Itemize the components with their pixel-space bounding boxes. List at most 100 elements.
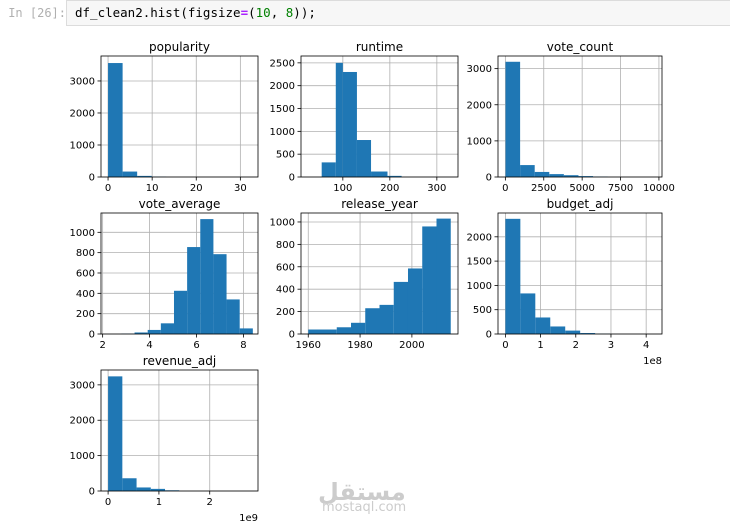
y-tick-label: 200 <box>76 309 95 320</box>
code-line[interactable]: df_clean2.hist(figsize=(10, 8)); <box>75 1 316 25</box>
x-tick-label: 8 <box>240 340 246 351</box>
axes-frame <box>100 212 259 335</box>
x-tick-label: 30 <box>234 183 247 194</box>
histogram-bar <box>565 330 581 334</box>
x-tick-label: 6 <box>193 340 199 351</box>
y-tick-label: 800 <box>76 248 95 259</box>
x-tick-label: 20 <box>190 183 203 194</box>
y-tick-label: 1000 <box>270 127 295 138</box>
histogram-bar <box>578 176 594 177</box>
y-tick-label: 600 <box>276 262 295 273</box>
axes-frame <box>300 55 459 178</box>
x-tick-label: 2500 <box>531 183 556 194</box>
y-tick-label: 1000 <box>70 451 95 462</box>
histogram-bar <box>365 308 380 334</box>
histogram-bar <box>321 162 336 177</box>
histogram-bar <box>335 62 343 177</box>
histogram-bar <box>136 487 151 491</box>
y-tick-label: 0 <box>89 330 95 341</box>
x-tick-label: 10000 <box>643 183 675 194</box>
y-tick-label: 0 <box>486 330 492 341</box>
histogram-bar <box>173 290 188 334</box>
y-tick-label: 0 <box>289 173 295 184</box>
axes-title: revenue_adj <box>143 354 216 368</box>
histogram-bar <box>534 171 550 177</box>
y-tick-label: 1000 <box>70 140 95 151</box>
y-tick-label: 400 <box>76 289 95 300</box>
histogram-bar <box>356 140 372 177</box>
y-tick-label: 3000 <box>70 380 95 391</box>
histogram-bar <box>200 219 214 334</box>
x-tick-label: 0 <box>502 183 508 194</box>
histogram-bar <box>580 333 596 334</box>
histogram-bar <box>122 171 138 177</box>
y-tick-label: 0 <box>89 487 95 498</box>
histogram-bar <box>393 281 408 334</box>
histogram-bar <box>550 326 566 334</box>
y-tick-label: 800 <box>276 240 295 251</box>
axes-frame <box>497 212 663 335</box>
y-tick-label: 1000 <box>467 281 492 292</box>
y-tick-label: 2000 <box>467 232 492 243</box>
x-tick-label: 200 <box>380 183 399 194</box>
histogram-bar <box>122 478 137 491</box>
histogram-bar <box>549 174 564 177</box>
histogram-bar <box>563 175 579 177</box>
x-tick-label: 0 <box>502 340 508 351</box>
histogram-bar <box>387 175 402 177</box>
x-tick-label: 2 <box>207 497 213 508</box>
axes-title: vote_count <box>547 40 614 54</box>
y-tick-label: 2500 <box>270 58 295 69</box>
axis-offset-label: 1e9 <box>239 513 258 524</box>
code-operator: = <box>240 5 249 20</box>
x-tick-label: 300 <box>427 183 446 194</box>
y-tick-label: 2000 <box>70 108 95 119</box>
code-number: 10 <box>255 5 271 20</box>
y-tick-label: 0 <box>486 173 492 184</box>
y-tick-label: 1000 <box>467 136 492 147</box>
histogram-bar <box>226 299 240 334</box>
histogram-bar <box>147 329 161 334</box>
histogram-bar <box>505 218 521 334</box>
histogram-bar <box>134 332 148 334</box>
histogram-bar <box>436 218 451 334</box>
histogram-bar <box>322 329 337 334</box>
y-tick-label: 600 <box>76 268 95 279</box>
y-tick-label: 200 <box>276 307 295 318</box>
y-tick-label: 500 <box>473 305 492 316</box>
histogram-bar <box>520 165 535 177</box>
y-tick-label: 500 <box>276 150 295 161</box>
axis-offset-label: 1e8 <box>643 356 662 367</box>
code-call: df_clean2.hist(figsize <box>75 5 241 20</box>
x-tick-label: 0 <box>105 183 111 194</box>
watermark-logo: مستقل <box>318 478 406 506</box>
code-cell-input[interactable]: df_clean2.hist(figsize=(10, 8)); <box>66 0 730 26</box>
x-tick-label: 1980 <box>347 340 372 351</box>
y-tick-label: 400 <box>276 285 295 296</box>
y-tick-label: 2000 <box>270 81 295 92</box>
x-tick-label: 2 <box>99 340 105 351</box>
axes-title: popularity <box>149 40 210 54</box>
axes-frame <box>497 55 663 178</box>
histogram-bar <box>150 488 166 491</box>
y-tick-label: 1500 <box>270 104 295 115</box>
histogram-bar <box>407 268 423 334</box>
histogram-bar <box>336 327 352 334</box>
histogram-bar <box>379 304 394 334</box>
x-tick-label: 100 <box>333 183 352 194</box>
histogram-bar <box>351 322 366 334</box>
x-tick-label: 4 <box>643 340 649 351</box>
code-open-paren: ( <box>248 5 256 20</box>
x-tick-label: 0 <box>105 497 111 508</box>
histogram-bar <box>422 226 437 334</box>
x-tick-label: 3 <box>608 340 614 351</box>
histogram-bar <box>535 317 551 334</box>
axes-frame <box>100 369 259 492</box>
x-tick-label: 1 <box>156 497 162 508</box>
histogram-bar <box>108 376 123 491</box>
histogram-bar <box>213 254 227 334</box>
histogram-bar <box>308 329 323 334</box>
y-tick-label: 3000 <box>467 64 492 75</box>
axes-title: release_year <box>341 197 418 211</box>
